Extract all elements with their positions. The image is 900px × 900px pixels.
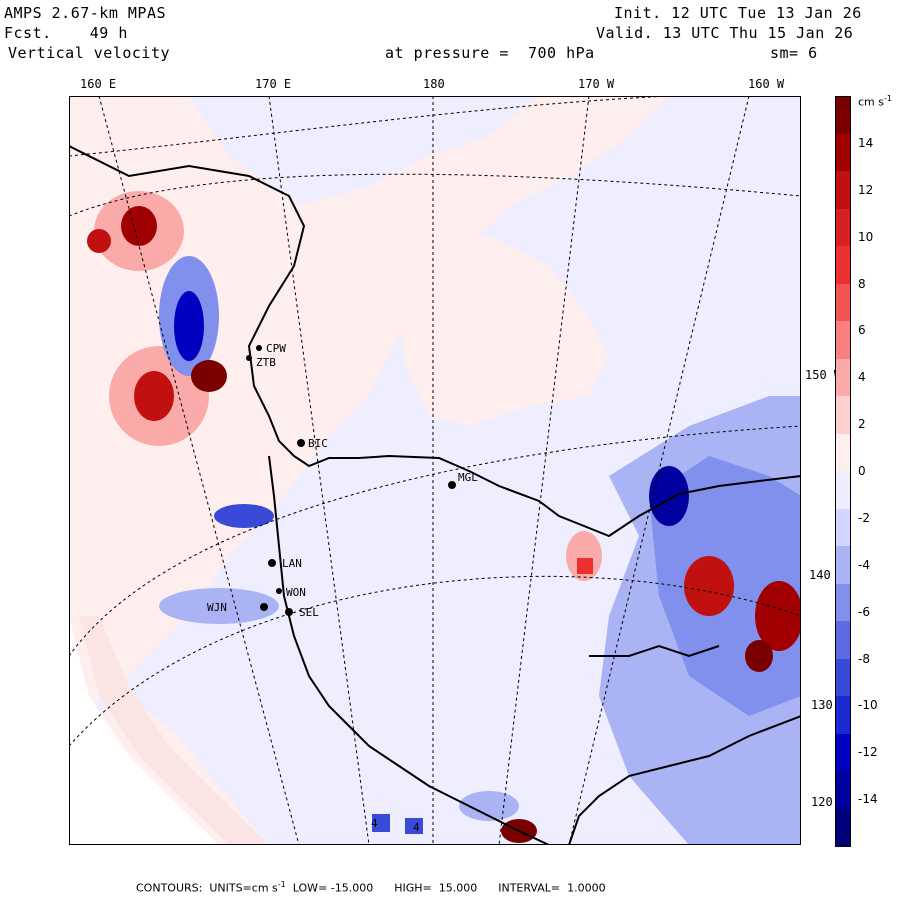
- station-wjn: WJN: [207, 601, 227, 614]
- lon-label-160e: 160 E: [80, 77, 117, 91]
- pressure-value: 700 hPa: [527, 44, 595, 62]
- weak-updraft-region-2: [399, 236, 609, 426]
- colorbar-tick-label: 6: [858, 323, 866, 338]
- colorbar-swatch: [835, 171, 851, 209]
- station-won: WON: [286, 586, 306, 599]
- forecast-value: 49 h: [89, 24, 128, 42]
- colorbar-swatch: [835, 246, 851, 284]
- station-cpw: CPW: [266, 342, 286, 355]
- station-lan: LAN: [282, 557, 302, 570]
- colorbar-swatch: [835, 733, 851, 772]
- domain-edge: [69, 616, 219, 845]
- domain-edge-fill: [79, 616, 269, 845]
- graticule: [69, 96, 801, 845]
- coastline-south: [268, 455, 550, 845]
- forecast-label: Fcst.: [4, 24, 52, 42]
- colorbar-tick-label: -10: [858, 698, 878, 713]
- coastline: [69, 145, 801, 538]
- pressure-label: at pressure =: [385, 44, 509, 62]
- colorbar-tick-label: 8: [858, 276, 866, 291]
- colorbar-tick-label: 14: [858, 135, 874, 150]
- colorbar-swatch: [835, 658, 851, 697]
- station-bic: BIC: [308, 437, 328, 450]
- colorbar-swatch: [835, 433, 851, 472]
- weak-updraft-region: [69, 96, 669, 716]
- colorbar-swatch: [835, 208, 851, 247]
- colorbar-tick-label: 10: [858, 229, 874, 244]
- box-label-1: 4: [371, 817, 378, 830]
- west-mountain-features: [87, 191, 279, 624]
- colorbar-swatch: [835, 696, 851, 734]
- colorbar-tick-label: -8: [858, 651, 870, 666]
- colorbar-swatch: [835, 471, 851, 509]
- colorbar-tick-label: 4: [858, 370, 866, 385]
- station-sel: SEL: [299, 606, 319, 619]
- colorbar-swatch: [835, 283, 851, 322]
- smoothing-value: sm= 6: [770, 44, 818, 62]
- colorbar-swatch: [835, 358, 851, 397]
- colorbar-tick-label: 0: [858, 464, 866, 478]
- colorbar-tick-label: -14: [858, 792, 878, 807]
- colorbar-tick-label: 2: [858, 417, 866, 432]
- init-time: Init. 12 UTC Tue 13 Jan 26: [614, 4, 862, 22]
- station-ztb: ZTB: [256, 356, 276, 369]
- colorbar-swatch: [835, 621, 851, 659]
- station-markers: [246, 345, 456, 616]
- colorbar-tick-label: 12: [858, 182, 874, 197]
- colorbar-units: cm s-1: [858, 94, 892, 109]
- station-mgl: MGL: [458, 471, 478, 484]
- lon-label-170e: 170 E: [255, 77, 292, 91]
- pressure-level: at pressure = 700 hPa: [385, 44, 595, 62]
- lon-label-180: 180: [423, 77, 445, 91]
- colorbar-swatch: [835, 808, 851, 847]
- colorbar-swatch: [835, 133, 851, 172]
- east-mountain-features: [566, 396, 801, 845]
- colorbar-swatch: [835, 508, 851, 547]
- forecast-hour: Fcst. 49 h: [4, 24, 128, 42]
- coastline-east: [568, 715, 801, 845]
- coastline-east-2: [589, 644, 720, 658]
- colorbar-swatch: [835, 771, 851, 809]
- lon-label-170w: 170 W: [578, 77, 615, 91]
- colorbar: [835, 96, 851, 847]
- colorbar-swatch: [835, 321, 851, 359]
- box-label-2: 4: [413, 821, 420, 834]
- variable-name: Vertical velocity: [8, 44, 171, 62]
- lon-label-160w: 160 W: [748, 77, 785, 91]
- colorbar-swatch: [835, 546, 851, 584]
- colorbar-swatch: [835, 96, 851, 134]
- colorbar-tick-label: -2: [858, 510, 870, 525]
- colorbar-tick-label: -4: [858, 557, 870, 572]
- valid-time: Valid. 13 UTC Thu 15 Jan 26: [596, 24, 854, 42]
- colorbar-outline: [835, 96, 851, 846]
- colorbar-swatch: [835, 396, 851, 434]
- colorbar-tick-label: -6: [858, 604, 870, 619]
- footer-contours: CONTOURS: UNITS=cm s-1 LOW= -15.000 HIGH…: [136, 880, 606, 895]
- colorbar-swatch: [835, 583, 851, 622]
- lat-label-150w: 150 W: [804, 368, 843, 382]
- vertical-velocity-map: [69, 96, 801, 845]
- model-title: AMPS 2.67-km MPAS: [4, 4, 167, 22]
- colorbar-tick-label: -12: [858, 745, 878, 760]
